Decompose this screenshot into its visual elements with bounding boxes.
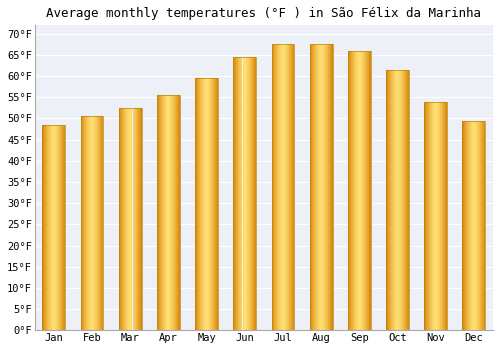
Bar — [462, 121, 485, 330]
Bar — [157, 95, 180, 330]
Bar — [272, 44, 294, 330]
Bar — [195, 78, 218, 330]
Bar — [42, 125, 66, 330]
Bar — [310, 44, 332, 330]
Bar — [386, 70, 409, 330]
Bar — [424, 102, 447, 330]
Bar — [348, 51, 371, 330]
Bar — [119, 108, 142, 330]
Bar — [234, 57, 256, 330]
Title: Average monthly temperatures (°F ) in São Félix da Marinha: Average monthly temperatures (°F ) in Sã… — [46, 7, 482, 20]
Bar — [80, 116, 104, 330]
